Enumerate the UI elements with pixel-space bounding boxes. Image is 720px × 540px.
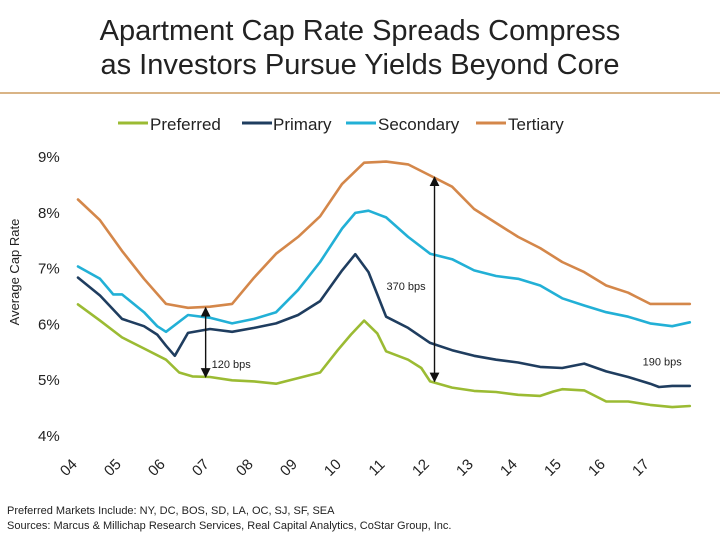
spread-label-190: 190 bps xyxy=(643,356,683,368)
legend-label-primary: Primary xyxy=(273,115,332,134)
footnote-markets: Preferred Markets Include: NY, DC, BOS, … xyxy=(7,505,335,517)
x-tick-label: 06 xyxy=(145,456,169,480)
y-tick-label: 5% xyxy=(38,372,60,389)
x-tick-label: 13 xyxy=(453,456,477,480)
series-line-secondary xyxy=(76,209,692,334)
series-line-primary xyxy=(76,252,692,389)
series-line-tertiary xyxy=(76,160,692,310)
y-tick-label: 9% xyxy=(38,149,60,166)
footnote: Preferred Markets Include: NY, DC, BOS, … xyxy=(7,504,451,534)
x-tick-label: 04 xyxy=(57,456,81,480)
spread-label-120: 120 bps xyxy=(212,359,252,371)
chart-title-line1: Apartment Cap Rate Spreads Compress xyxy=(99,15,621,47)
chart-title: Apartment Cap Rate Spreads Compress as I… xyxy=(70,14,650,82)
x-tick-label: 17 xyxy=(629,456,653,480)
x-tick-label: 05 xyxy=(101,456,125,480)
series-line-preferred xyxy=(76,303,692,409)
title-divider xyxy=(0,92,720,94)
x-tick-label: 11 xyxy=(365,456,388,479)
legend-label-preferred: Preferred xyxy=(150,115,221,134)
x-tick-label: 14 xyxy=(497,456,521,480)
footnote-sources: Sources: Marcus & Millichap Research Ser… xyxy=(7,520,452,532)
cap-rate-chart: 9% 8% 7% 6% 5% 4% 04 05 06 07 08 09 10 11 12 13 14 15 16 1… xyxy=(7,115,692,480)
x-tick-label: 16 xyxy=(585,456,609,480)
chart-title-line2: as Investors Pursue Yields Beyond Core xyxy=(100,49,620,81)
y-axis-label: Average Cap Rate xyxy=(7,219,22,326)
legend-label-tertiary: Tertiary xyxy=(508,115,564,134)
x-tick-label: 07 xyxy=(189,456,213,480)
x-tick-label: 09 xyxy=(277,456,301,480)
x-tick-label: 10 xyxy=(321,456,345,480)
legend-label-secondary: Secondary xyxy=(378,115,460,134)
x-tick-label: 12 xyxy=(409,456,433,480)
x-tick-label: 08 xyxy=(233,456,257,480)
spread-label-370: 370 bps xyxy=(387,281,427,293)
y-tick-label: 8% xyxy=(38,205,60,222)
y-tick-label: 7% xyxy=(38,261,60,278)
y-tick-label: 4% xyxy=(38,428,60,445)
y-tick-label: 6% xyxy=(38,316,60,333)
x-tick-label: 15 xyxy=(541,456,565,480)
